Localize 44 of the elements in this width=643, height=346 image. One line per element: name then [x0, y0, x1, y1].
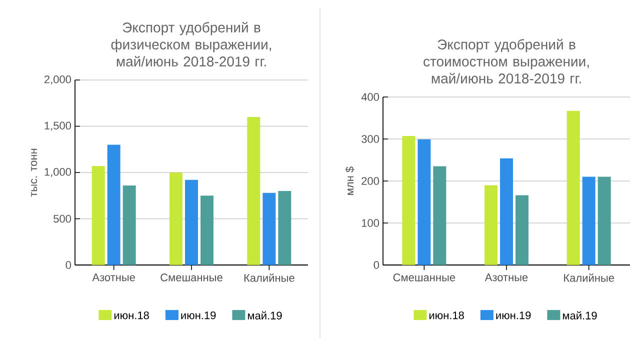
x-tick-label: Смешанные — [393, 274, 456, 282]
bar — [170, 172, 182, 265]
bar — [582, 176, 596, 265]
y-axis-title: млн $ — [345, 166, 354, 195]
x-tick-label: Калийные — [244, 274, 294, 282]
y-tick-label: 1,500 — [44, 122, 72, 131]
y-tick-label: 0 — [374, 261, 380, 269]
bar — [433, 166, 446, 265]
y-tick-label: 300 — [362, 135, 380, 143]
legend-label: май.19 — [248, 311, 282, 320]
bar — [200, 196, 214, 265]
bar — [402, 136, 416, 265]
legend-label: июн.19 — [496, 311, 531, 320]
bar — [418, 139, 431, 265]
bar — [278, 191, 292, 265]
x-tick-label: Калийные — [564, 274, 614, 282]
bar — [185, 180, 198, 265]
bar — [598, 176, 611, 265]
y-tick-label: 0 — [66, 261, 72, 269]
y-tick-label: 1,000 — [44, 168, 72, 178]
y-tick-label: 200 — [362, 177, 380, 185]
x-tick-label: Азотные — [484, 274, 528, 282]
bar — [107, 144, 120, 265]
bar — [262, 192, 276, 265]
y-axis-title: тыс. тонн — [31, 148, 38, 197]
y-tick-label: 400 — [361, 93, 380, 101]
bar — [122, 185, 136, 265]
chart-title: Экспорт удобрений в физическом выражении, май/июнь 2018-2019 гг. — [111, 22, 272, 66]
bar — [566, 110, 580, 265]
y-tick-label: 100 — [362, 219, 380, 227]
chart-title: Экспорт удобрений в стоимостном выражении, май/июнь 2018-2019 гг. — [424, 38, 589, 84]
legend-label: июн.18 — [429, 311, 464, 320]
bar — [516, 195, 528, 265]
x-tick-label: Азотные — [92, 274, 135, 282]
y-tick-label: 2,000 — [44, 75, 72, 85]
bar — [92, 166, 105, 265]
legend-label: июн.18 — [114, 311, 149, 320]
bar — [247, 117, 260, 265]
legend-label: июн.19 — [181, 311, 216, 320]
x-tick-label: Смешанные — [160, 274, 222, 282]
bar — [484, 185, 498, 265]
y-tick-label: 500 — [54, 214, 72, 223]
bar — [500, 158, 513, 265]
legend-label: май.19 — [562, 311, 597, 320]
